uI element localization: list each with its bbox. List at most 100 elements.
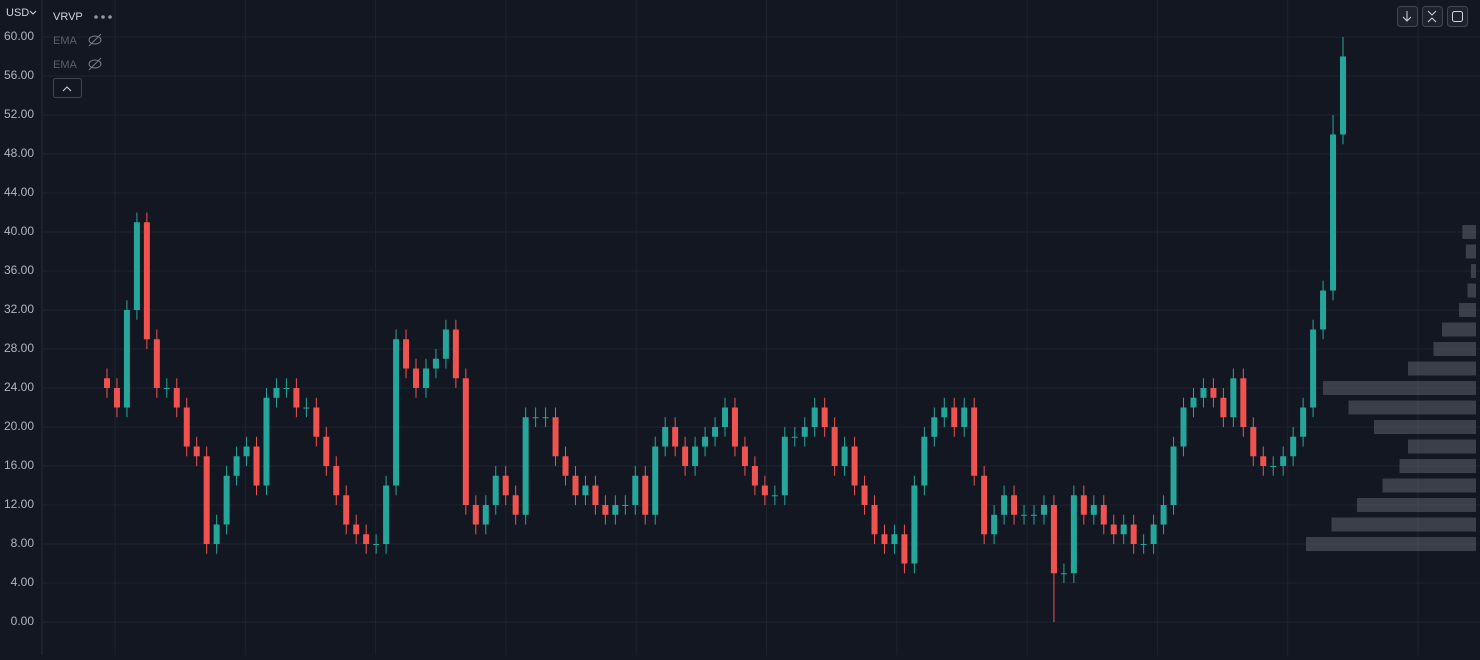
candle-body <box>722 407 728 428</box>
volume-profile-bar <box>1465 244 1476 259</box>
candle-body <box>741 446 748 467</box>
candle-body <box>1021 514 1028 516</box>
collapse-button[interactable] <box>53 78 82 98</box>
candle-body <box>1001 495 1008 515</box>
zoom-button[interactable] <box>1422 6 1443 27</box>
candle-body <box>1290 436 1297 457</box>
candle-body <box>1031 514 1037 516</box>
candle-body <box>851 446 858 486</box>
candle-body <box>343 495 350 525</box>
candle-body <box>781 436 788 496</box>
candle-body <box>283 388 290 390</box>
candle-body <box>801 427 808 437</box>
candle-body <box>1210 388 1217 398</box>
volume-profile-bar <box>1462 224 1476 239</box>
volume-profile-bar <box>1442 322 1476 337</box>
hide-icon[interactable] <box>88 33 102 47</box>
candle-body <box>1080 495 1087 515</box>
plot <box>104 36 1476 623</box>
candle-body <box>582 485 589 496</box>
candle-body <box>323 436 330 467</box>
candle-body <box>1170 446 1177 506</box>
candle-body <box>1260 456 1267 467</box>
candle-body <box>353 524 360 535</box>
candle-body <box>143 222 150 340</box>
candle-body <box>522 417 529 515</box>
candle-body <box>841 446 848 467</box>
candle-body <box>1310 329 1317 408</box>
candle-body <box>1220 397 1227 418</box>
candle-body <box>1230 378 1237 418</box>
volume-profile-bar <box>1382 478 1476 493</box>
indicator-name[interactable]: VRVP <box>53 11 83 23</box>
candle-body <box>303 407 310 409</box>
candle-body <box>413 368 419 389</box>
candle-body <box>702 436 709 447</box>
candle-body <box>672 427 679 447</box>
y-tick-label: 56.00 <box>4 68 34 82</box>
candle-body <box>1280 456 1287 467</box>
candle-body <box>1300 407 1307 437</box>
candle-body <box>1190 397 1197 408</box>
fullscreen-button[interactable] <box>1447 6 1468 27</box>
candle-body <box>1150 524 1157 545</box>
study-name[interactable]: EMA <box>53 59 78 71</box>
candle-body <box>961 407 968 428</box>
y-tick-label: 44.00 <box>4 185 34 199</box>
candle-body <box>1250 427 1257 457</box>
candle-body <box>662 427 669 447</box>
candle-body <box>104 378 110 389</box>
y-tick-label: 24.00 <box>4 380 34 394</box>
candle-body <box>113 388 120 408</box>
candle-body <box>233 456 240 476</box>
candle-body <box>403 339 410 369</box>
candle-body <box>1060 573 1067 575</box>
y-tick-label: 48.00 <box>4 146 34 160</box>
candle-body <box>153 339 160 389</box>
candle-body <box>592 485 599 506</box>
candle-body <box>731 407 738 447</box>
candle-body <box>861 485 868 506</box>
volume-profile-bar <box>1306 537 1476 552</box>
more-button[interactable] <box>94 15 112 19</box>
candle-body <box>921 436 928 486</box>
candle-body <box>951 407 958 428</box>
scroll-button[interactable] <box>1397 6 1418 27</box>
candle-body <box>462 378 469 506</box>
candle-body <box>712 427 719 437</box>
candle-body <box>183 407 190 447</box>
candle-body <box>831 427 838 467</box>
candle-body <box>173 388 180 408</box>
candle-body <box>602 505 609 515</box>
candle-body <box>891 534 898 545</box>
volume-profile-bar <box>1399 459 1476 474</box>
candle-body <box>223 475 230 525</box>
candle-body <box>941 407 948 418</box>
candle-body <box>991 514 998 535</box>
study-name[interactable]: EMA <box>53 35 78 47</box>
candle-body <box>871 505 878 535</box>
hide-icon[interactable] <box>88 57 102 71</box>
candle-body <box>313 407 320 437</box>
volume-profile-bar <box>1467 283 1476 298</box>
candle-body <box>482 505 489 525</box>
candle-body <box>981 475 988 535</box>
y-tick-label: 60.00 <box>4 29 34 43</box>
y-tick-label: 20.00 <box>4 419 34 433</box>
y-tick-label: 4.00 <box>11 575 35 589</box>
candle-body <box>203 456 210 545</box>
candle-body <box>632 475 639 506</box>
currency-caret <box>29 10 37 15</box>
candle-body <box>452 329 459 379</box>
candle-body <box>1120 524 1127 535</box>
y-tick-label: 28.00 <box>4 341 34 355</box>
candle-body <box>1320 290 1327 330</box>
currency-selector[interactable]: USD <box>6 7 29 19</box>
volume-profile-bar <box>1374 420 1476 435</box>
candle-body <box>133 222 140 310</box>
candle-body <box>363 534 370 545</box>
y-tick-label: 32.00 <box>4 302 34 316</box>
volume-profile-bar <box>1331 517 1476 532</box>
